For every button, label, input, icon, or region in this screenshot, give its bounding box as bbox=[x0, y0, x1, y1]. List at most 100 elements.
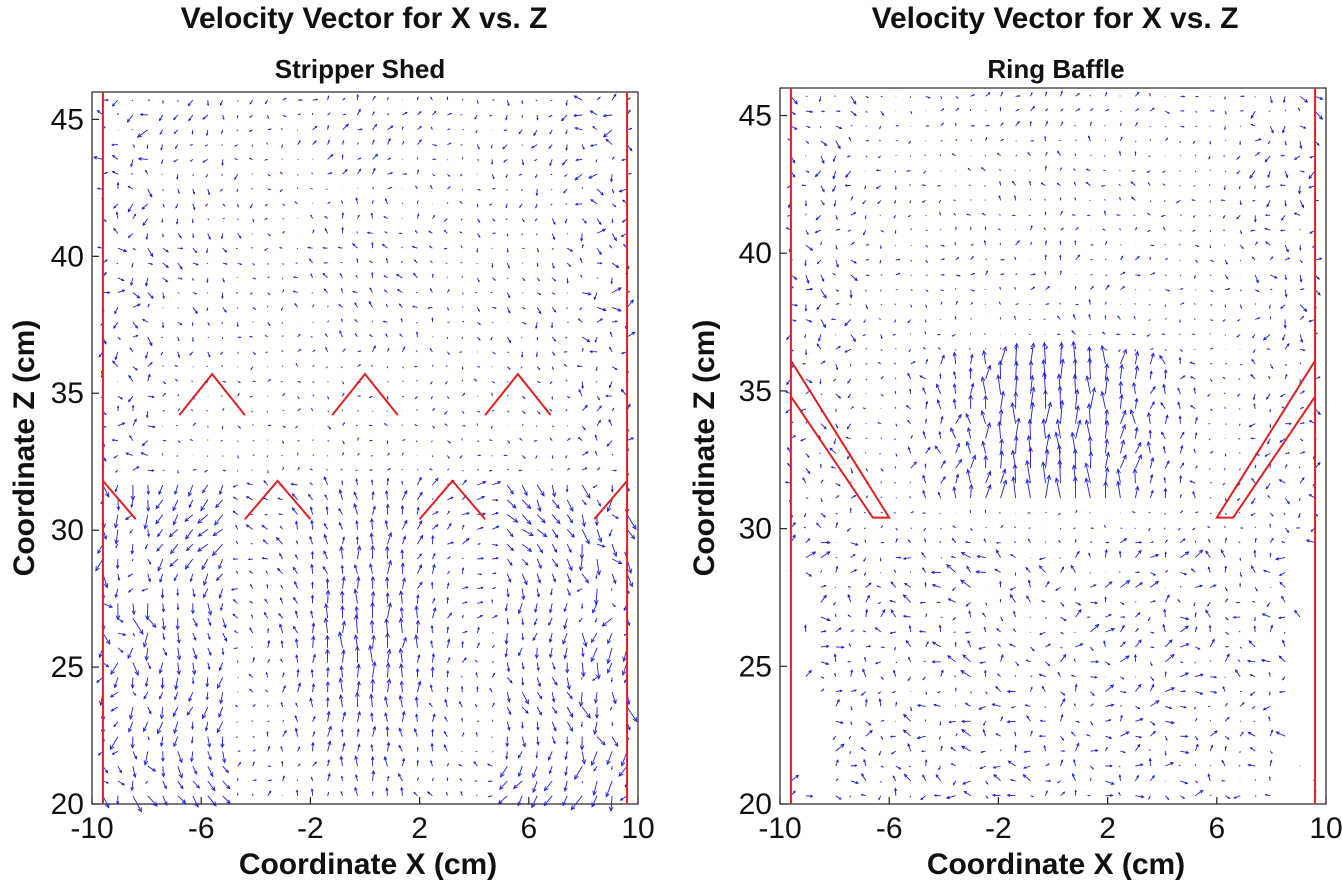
velocity-vector-head bbox=[522, 742, 527, 748]
velocity-vector-head bbox=[120, 649, 124, 653]
velocity-vector bbox=[206, 410, 208, 412]
velocity-vector-head bbox=[1090, 121, 1092, 124]
velocity-vector bbox=[261, 525, 268, 530]
velocity-vector bbox=[132, 766, 136, 778]
velocity-vector-head bbox=[339, 272, 342, 276]
velocity-vector-head bbox=[482, 480, 487, 485]
velocity-vector-head bbox=[291, 493, 296, 497]
velocity-vector bbox=[416, 477, 422, 486]
velocity-vector-head bbox=[144, 683, 149, 688]
velocity-vector-head bbox=[534, 608, 538, 614]
velocity-vector-head bbox=[822, 324, 827, 329]
velocity-vector-head bbox=[105, 639, 111, 645]
velocity-vector bbox=[536, 484, 545, 497]
velocity-vector bbox=[477, 481, 486, 486]
velocity-vector bbox=[131, 499, 134, 508]
velocity-vector bbox=[401, 711, 405, 722]
velocity-vector-head bbox=[184, 517, 189, 522]
velocity-vector-head bbox=[574, 127, 578, 130]
velocity-vector-head bbox=[133, 418, 137, 422]
velocity-vector-head bbox=[585, 713, 591, 719]
velocity-vector bbox=[252, 424, 254, 426]
velocity-vector-head bbox=[1027, 512, 1030, 514]
velocity-vector-head bbox=[541, 518, 546, 524]
velocity-vector-head bbox=[852, 553, 856, 557]
velocity-vector-head bbox=[414, 229, 417, 232]
velocity-vector bbox=[235, 292, 238, 294]
velocity-vector bbox=[141, 452, 148, 456]
velocity-vector-head bbox=[330, 172, 333, 175]
velocity-vector bbox=[327, 667, 329, 678]
velocity-vector-head bbox=[264, 159, 267, 161]
velocity-vector bbox=[603, 114, 613, 117]
velocity-vector-head bbox=[539, 549, 544, 554]
velocity-vector-head bbox=[542, 532, 548, 538]
velocity-vector-head bbox=[478, 322, 482, 326]
velocity-vector bbox=[910, 461, 917, 469]
velocity-vector-head bbox=[942, 289, 944, 292]
velocity-vector-head bbox=[816, 261, 820, 265]
velocity-vector-head bbox=[792, 174, 796, 178]
velocity-vector bbox=[117, 780, 125, 786]
velocity-vector bbox=[192, 174, 194, 177]
velocity-vector bbox=[310, 611, 314, 619]
velocity-vector-head bbox=[298, 746, 301, 749]
velocity-vector-head bbox=[475, 659, 477, 662]
velocity-vector-head bbox=[236, 190, 239, 193]
velocity-vector-head bbox=[521, 666, 525, 670]
velocity-vector-head bbox=[447, 456, 450, 459]
velocity-vector-head bbox=[496, 525, 500, 529]
velocity-vector-head bbox=[108, 604, 114, 608]
velocity-vector bbox=[850, 125, 853, 127]
velocity-vector bbox=[130, 173, 134, 175]
velocity-vector-head bbox=[475, 731, 478, 735]
velocity-vector-head bbox=[310, 273, 313, 276]
velocity-vector-head bbox=[170, 549, 175, 555]
velocity-vector bbox=[102, 602, 113, 608]
velocity-vector bbox=[400, 607, 403, 619]
velocity-vector-head bbox=[311, 622, 316, 627]
velocity-vector-head bbox=[804, 624, 807, 628]
velocity-vector-head bbox=[282, 775, 285, 779]
velocity-vector-head bbox=[465, 586, 469, 589]
velocity-vector-head bbox=[475, 131, 478, 134]
velocity-vector-head bbox=[800, 439, 803, 442]
velocity-vector-head bbox=[852, 338, 857, 343]
velocity-vector bbox=[125, 452, 134, 456]
velocity-vector-head bbox=[446, 626, 450, 630]
velocity-vector-head bbox=[1014, 256, 1016, 259]
velocity-vector-head bbox=[328, 427, 332, 430]
velocity-vector-head bbox=[226, 785, 231, 790]
velocity-vector-head bbox=[564, 456, 567, 459]
velocity-vector bbox=[112, 360, 119, 367]
velocity-vector-head bbox=[826, 617, 831, 622]
velocity-vector bbox=[340, 468, 343, 471]
velocity-vector-head bbox=[463, 657, 467, 661]
velocity-vector-head bbox=[853, 212, 857, 215]
velocity-vector bbox=[187, 99, 194, 106]
velocity-vector bbox=[1059, 557, 1061, 560]
velocity-vector bbox=[339, 330, 343, 338]
velocity-vector-head bbox=[298, 408, 301, 411]
velocity-vector-head bbox=[447, 582, 450, 586]
velocity-vector-head bbox=[356, 93, 359, 97]
velocity-vector-head bbox=[104, 412, 107, 416]
velocity-vector-head bbox=[340, 605, 345, 611]
velocity-vector bbox=[282, 730, 287, 737]
velocity-vector-head bbox=[524, 699, 529, 705]
velocity-vector bbox=[581, 381, 584, 389]
velocity-vector-head bbox=[158, 118, 162, 122]
velocity-vector bbox=[521, 499, 531, 509]
velocity-vector-head bbox=[137, 807, 142, 813]
shed-element bbox=[331, 372, 399, 416]
velocity-vector bbox=[611, 453, 614, 456]
velocity-vector-head bbox=[374, 123, 378, 127]
velocity-vector-head bbox=[595, 368, 598, 372]
velocity-vector-head bbox=[631, 331, 636, 336]
velocity-vector bbox=[327, 726, 332, 737]
velocity-vector-head bbox=[532, 637, 536, 642]
velocity-vector-head bbox=[572, 113, 577, 118]
velocity-vector-head bbox=[176, 670, 182, 676]
velocity-vector-head bbox=[523, 411, 526, 414]
velocity-vector-head bbox=[806, 232, 809, 236]
